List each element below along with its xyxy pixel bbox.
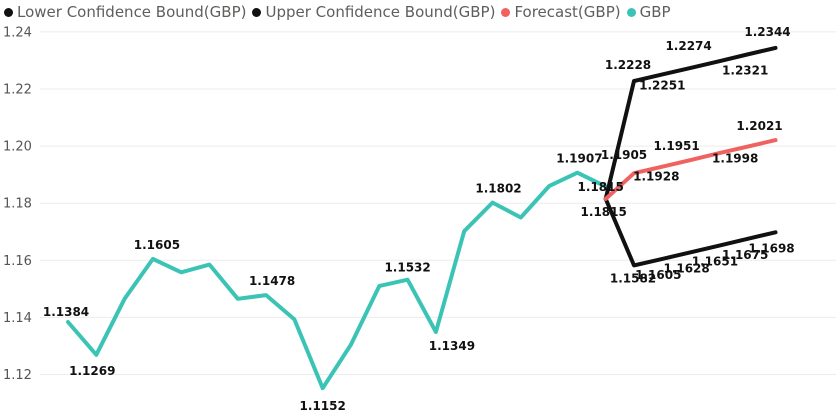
data-label-gbp: 1.1478 bbox=[249, 274, 295, 288]
y-axis: 1.12 1.14 1.16 1.18 1.20 1.22 1.24 bbox=[3, 25, 32, 383]
data-label-gbp: 1.1802 bbox=[475, 182, 521, 196]
data-label-gbp: 1.1907 bbox=[556, 152, 602, 166]
data-label-forecast: 1.1905 bbox=[601, 148, 647, 162]
data-label-lower-bound: 1.1628 bbox=[663, 261, 709, 275]
data-label-gbp: 1.1532 bbox=[384, 261, 430, 275]
gridlines bbox=[40, 31, 836, 375]
data-label-forecast: 1.1815 bbox=[578, 180, 624, 194]
data-label-forecast: 1.1998 bbox=[712, 152, 758, 166]
data-label-gbp: 1.1605 bbox=[134, 238, 180, 252]
data-label-upper-bound: 1.2228 bbox=[605, 58, 651, 72]
y-tick-label: 1.24 bbox=[3, 25, 32, 40]
series-line-upper-bound[interactable] bbox=[603, 45, 778, 201]
data-labels: 1.1384 1.1269 1.1605 1.1478 1.1152 1.1532 1.13… bbox=[43, 25, 795, 412]
series-lines bbox=[66, 45, 778, 391]
legend-item-upper-bound[interactable]: Upper Confidence Bound(GBP) bbox=[252, 3, 495, 21]
legend-marker-lower-bound bbox=[4, 7, 13, 17]
data-label-lower-bound: 1.1698 bbox=[748, 241, 794, 255]
data-label-gbp: 1.1349 bbox=[429, 339, 475, 353]
data-label-upper-bound: 1.2274 bbox=[665, 39, 711, 53]
legend-item-forecast[interactable]: Forecast(GBP) bbox=[501, 3, 621, 21]
data-label-lower-bound: 1.1582 bbox=[610, 271, 656, 285]
data-label-gbp: 1.1269 bbox=[69, 364, 115, 378]
y-tick-label: 1.12 bbox=[3, 368, 32, 383]
series-line-lower-bound[interactable] bbox=[603, 196, 778, 268]
data-label-lower-bound: 1.1605 bbox=[635, 268, 681, 282]
legend-label-upper-bound: Upper Confidence Bound(GBP) bbox=[265, 3, 496, 21]
data-label-lower-bound: 1.1675 bbox=[722, 248, 768, 262]
data-label-forecast: 1.1928 bbox=[633, 170, 679, 184]
data-label-forecast: 1.2021 bbox=[736, 119, 782, 133]
y-tick-label: 1.20 bbox=[3, 140, 32, 155]
legend-item-lower-bound[interactable]: Lower Confidence Bound(GBP) bbox=[4, 3, 246, 21]
data-label-gbp: 1.1152 bbox=[300, 399, 346, 412]
legend-label-forecast: Forecast(GBP) bbox=[514, 3, 621, 21]
data-label-gbp: 1.1384 bbox=[43, 305, 89, 319]
legend-marker-gbp bbox=[626, 7, 636, 17]
data-label-upper-bound: 1.2251 bbox=[639, 78, 685, 92]
series-line-gbp[interactable] bbox=[66, 170, 608, 391]
legend-label-lower-bound: Lower Confidence Bound(GBP) bbox=[17, 3, 247, 21]
data-label-lower-bound: 1.1651 bbox=[692, 255, 738, 269]
series-line-forecast[interactable] bbox=[603, 138, 778, 201]
data-label-forecast: 1.1951 bbox=[653, 139, 699, 153]
y-tick-label: 1.16 bbox=[3, 254, 32, 269]
data-label-upper-bound: 1.2321 bbox=[722, 63, 768, 77]
legend-item-gbp[interactable]: GBP bbox=[626, 3, 671, 21]
legend-label-gbp: GBP bbox=[639, 3, 671, 21]
y-tick-label: 1.22 bbox=[3, 83, 32, 98]
y-tick-label: 1.14 bbox=[3, 311, 32, 326]
data-label-upper-bound: 1.2344 bbox=[744, 25, 790, 39]
legend-marker-upper-bound bbox=[252, 7, 262, 17]
chart-legend: Lower Confidence Bound(GBP) Upper Confid… bbox=[4, 1, 677, 23]
y-tick-label: 1.18 bbox=[3, 197, 32, 212]
legend-marker-forecast bbox=[501, 7, 511, 17]
data-label-lower-bound: 1.1815 bbox=[581, 205, 627, 219]
